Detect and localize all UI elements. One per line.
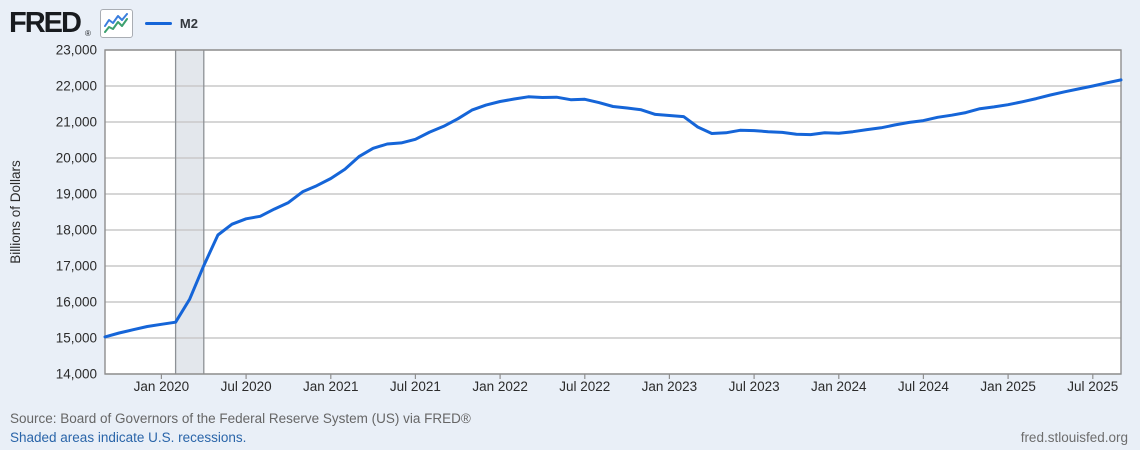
x-axis-tick-label: Jul 2020	[221, 379, 272, 394]
plot-area[interactable]	[105, 50, 1121, 374]
recessions-link[interactable]: Shaded areas indicate U.S. recessions.	[10, 430, 247, 445]
y-axis-tick-label: 23,000	[56, 43, 97, 58]
x-axis-tick-label: Jan 2025	[980, 379, 1036, 394]
x-axis-tick-label: Jul 2025	[1067, 379, 1118, 394]
legend-line-swatch	[144, 21, 172, 25]
legend[interactable]: M2	[144, 15, 198, 31]
graph-header: FRED ® M2	[9, 5, 198, 41]
y-axis-title: Billions of Dollars	[8, 160, 23, 264]
plot-border	[104, 49, 1122, 375]
y-axis-tick-label: 15,000	[56, 331, 97, 346]
y-axis-tick-label: 21,000	[56, 115, 97, 130]
x-axis-tick-label: Jan 2023	[642, 379, 698, 394]
y-axis-tick-label: 14,000	[56, 367, 97, 382]
chart-squiggle-icon	[103, 12, 128, 33]
recession-band	[175, 50, 204, 374]
x-axis-tick-label: Jul 2021	[390, 379, 441, 394]
x-axis-tick-label: Jan 2024	[811, 379, 867, 394]
x-axis-tick-label: Jul 2023	[729, 379, 780, 394]
x-axis-tick-label: Jul 2024	[898, 379, 950, 394]
fred-chart-icon	[99, 8, 133, 38]
y-axis-tick-label: 18,000	[56, 223, 97, 238]
y-axis-tick-label: 17,000	[56, 259, 97, 274]
x-axis-tick-label: Jan 2022	[472, 379, 528, 394]
y-axis-tick-label: 16,000	[56, 295, 97, 310]
x-axis-tick-label: Jan 2020	[134, 379, 190, 394]
source-text: Source: Board of Governors of the Federa…	[10, 411, 471, 426]
x-axis-tick-label: Jan 2021	[303, 379, 359, 394]
registered-mark: ®	[84, 29, 91, 38]
y-axis-tick-label: 20,000	[56, 151, 97, 166]
m2-series-line	[103, 78, 1123, 339]
x-axis-tick-label: Jul 2022	[559, 379, 610, 394]
legend-label: M2	[179, 15, 198, 31]
fred-logo[interactable]: FRED	[9, 6, 82, 39]
y-axis-tick-label: 22,000	[56, 79, 97, 94]
y-axis-tick-label: 19,000	[56, 187, 97, 202]
site-url: fred.stlouisfed.org	[1020, 430, 1128, 445]
